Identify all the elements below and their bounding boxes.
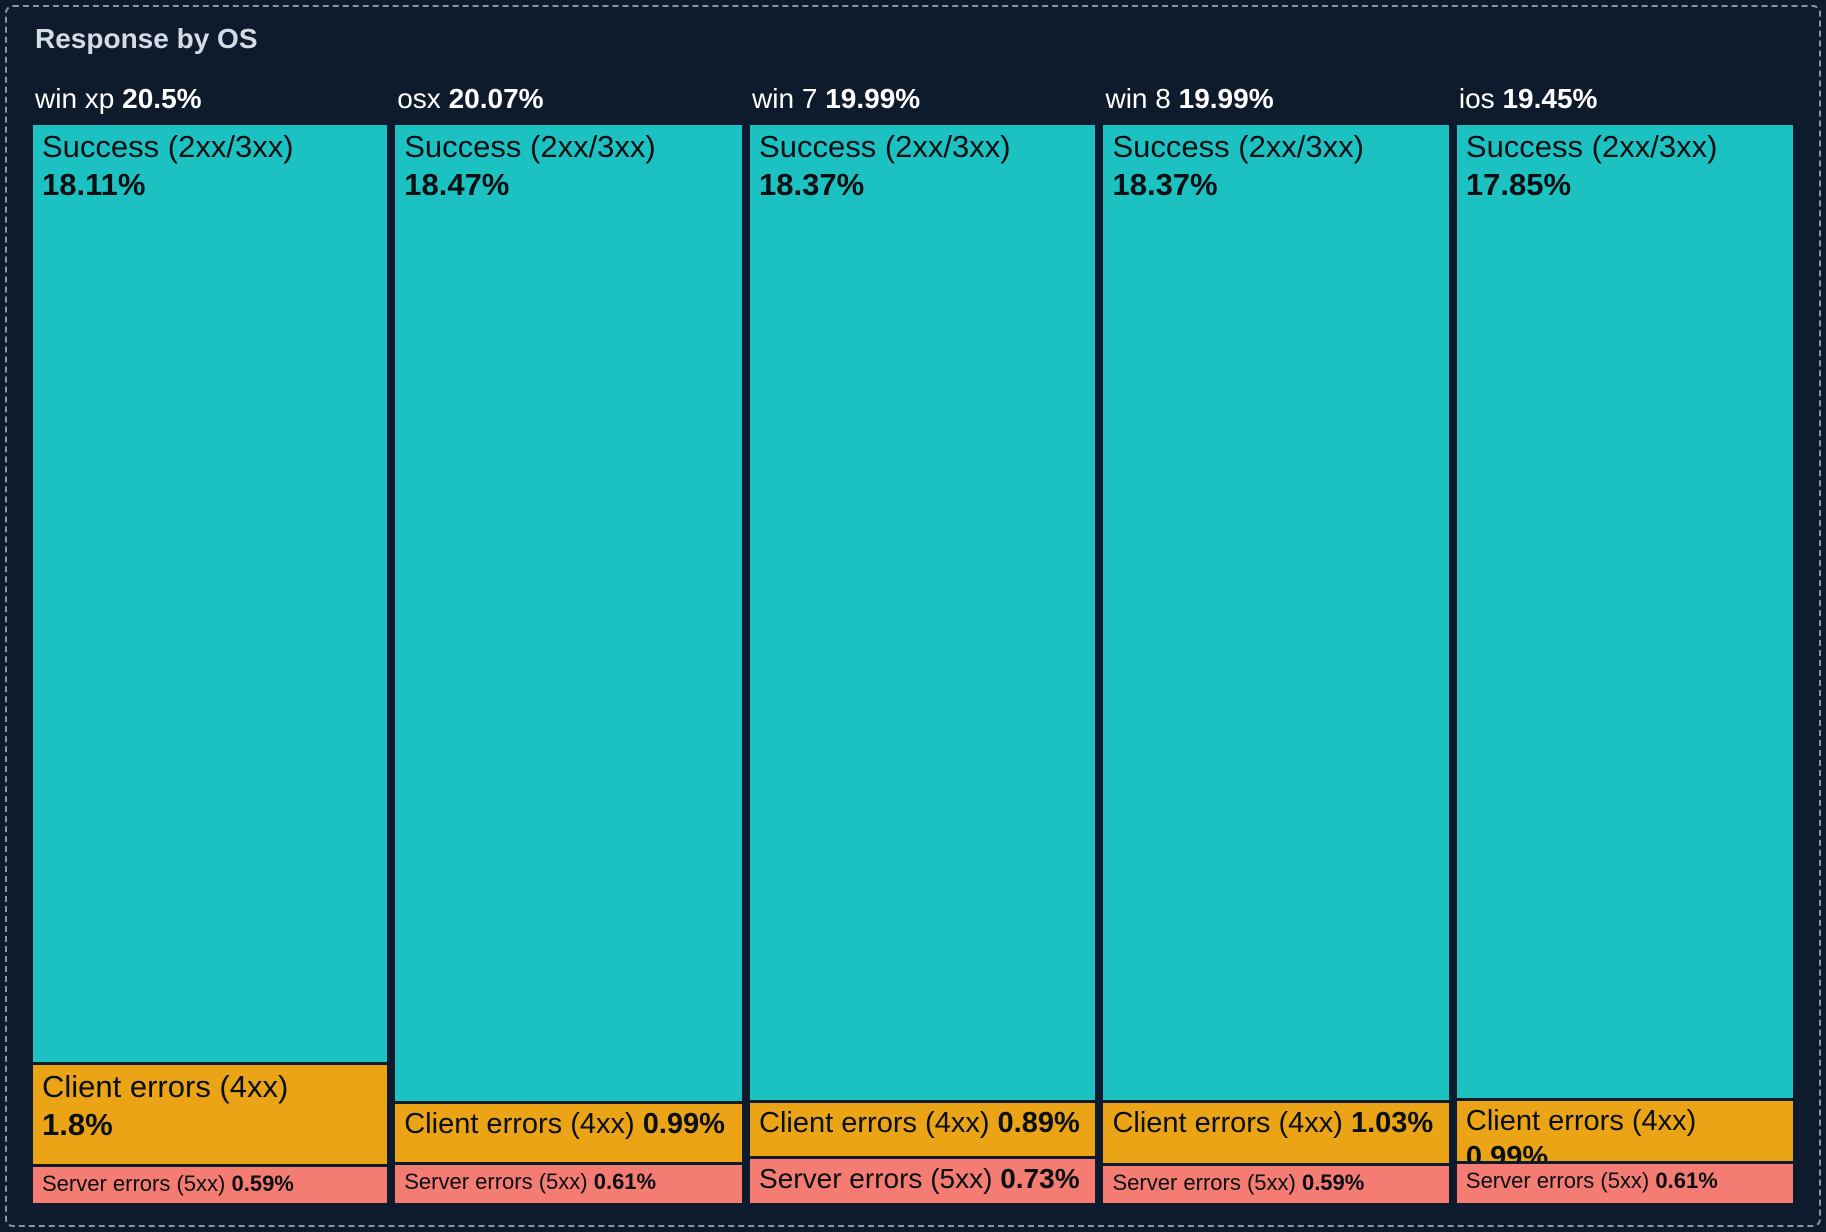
segment-client[interactable]: Client errors (4xx) 0.99% [1456, 1101, 1793, 1161]
column-os-label: win 7 [752, 83, 818, 114]
column-header[interactable]: ios 19.45% [1457, 79, 1793, 125]
column-segments: Success (2xx/3xx) 18.37% Client errors (4… [1103, 125, 1449, 1203]
segment-client[interactable]: Client errors (4xx) 1.03% [1103, 1102, 1449, 1163]
column-header[interactable]: win 8 19.99% [1103, 79, 1448, 125]
column-total-value: 19.99% [1178, 83, 1274, 114]
column-os-label: win 8 [1105, 83, 1171, 114]
segment-server[interactable]: Server errors (5xx) 0.59% [33, 1166, 388, 1203]
segment-value: 0.99% [1465, 1140, 1549, 1161]
column-segments: Success (2xx/3xx) 18.37% Client errors (4… [750, 125, 1096, 1203]
column-segments: Success (2xx/3xx) 18.11% Client errors (4… [33, 125, 388, 1203]
response-by-os-panel: Response by OS win xp 20.5% Success (2xx/… [5, 5, 1821, 1227]
column-os-label: ios [1458, 83, 1495, 114]
segment-label: Server errors (5xx) [759, 1162, 993, 1194]
segment-label: Client errors (4xx) [1112, 1106, 1343, 1139]
segment-label: Server errors (5xx) [1112, 1169, 1296, 1195]
segment-server[interactable]: Server errors (5xx) 0.59% [1103, 1165, 1449, 1203]
column-total-value: 19.99% [825, 83, 921, 114]
segment-value: 18.37% [1112, 166, 1218, 202]
segment-label: Success (2xx/3xx) [759, 129, 1011, 164]
treemap-column-ios: ios 19.45% Success (2xx/3xx) 17.85% Client… [1456, 79, 1793, 1203]
segment-server[interactable]: Server errors (5xx) 0.73% [750, 1158, 1096, 1203]
segment-label: Client errors (4xx) [404, 1107, 635, 1140]
column-header[interactable]: osx 20.07% [395, 79, 742, 125]
segment-client[interactable]: Client errors (4xx) 0.89% [750, 1102, 1096, 1156]
column-segments: Success (2xx/3xx) 17.85% Client errors (4… [1456, 125, 1793, 1203]
segment-value: 0.59% [231, 1170, 294, 1196]
segment-server[interactable]: Server errors (5xx) 0.61% [395, 1164, 743, 1203]
segment-server[interactable]: Server errors (5xx) 0.61% [1456, 1163, 1793, 1203]
column-segments: Success (2xx/3xx) 18.47% Client errors (4… [395, 125, 743, 1203]
segment-label: Server errors (5xx) [1465, 1167, 1650, 1193]
column-header[interactable]: win xp 20.5% [33, 79, 387, 125]
column-os-label: osx [397, 83, 441, 114]
column-header[interactable]: win 7 19.99% [750, 79, 1095, 125]
segment-success[interactable]: Success (2xx/3xx) 18.47% [395, 125, 743, 1101]
treemap-column-win-8: win 8 19.99% Success (2xx/3xx) 18.37% Clie… [1103, 79, 1449, 1203]
segment-success[interactable]: Success (2xx/3xx) 18.11% [33, 125, 388, 1063]
segment-client[interactable]: Client errors (4xx) 1.8% [33, 1065, 388, 1164]
treemap-chart: win xp 20.5% Success (2xx/3xx) 18.11% Clie… [33, 79, 1793, 1203]
segment-value: 0.99% [642, 1107, 725, 1140]
segment-value: 18.37% [759, 166, 865, 202]
segment-value: 17.85% [1465, 166, 1572, 202]
segment-success[interactable]: Success (2xx/3xx) 17.85% [1456, 125, 1793, 1099]
segment-value: 1.8% [42, 1106, 113, 1142]
column-os-label: win xp [35, 83, 115, 114]
segment-value: 0.61% [1655, 1167, 1718, 1193]
segment-label: Success (2xx/3xx) [42, 129, 294, 164]
panel-title: Response by OS [35, 23, 258, 54]
segment-value: 0.89% [997, 1106, 1080, 1139]
segment-value: 0.59% [1301, 1169, 1365, 1195]
segment-success[interactable]: Success (2xx/3xx) 18.37% [750, 125, 1096, 1100]
segment-value: 18.11% [42, 166, 146, 202]
treemap-column-win-7: win 7 19.99% Success (2xx/3xx) 18.37% Clie… [750, 79, 1096, 1203]
segment-label: Server errors (5xx) [42, 1170, 226, 1196]
segment-label: Success (2xx/3xx) [1465, 129, 1718, 164]
column-total-value: 19.45% [1502, 83, 1598, 114]
segment-label: Client errors (4xx) [759, 1106, 990, 1139]
segment-label: Success (2xx/3xx) [404, 129, 656, 164]
segment-label: Client errors (4xx) [1465, 1105, 1697, 1138]
segment-value: 18.47% [404, 166, 510, 202]
column-total-value: 20.5% [122, 83, 202, 114]
column-total-value: 20.07% [448, 83, 544, 114]
segment-value: 0.73% [1000, 1162, 1080, 1194]
segment-client[interactable]: Client errors (4xx) 0.99% [395, 1103, 743, 1162]
segment-value: 0.61% [593, 1168, 657, 1194]
treemap-column-osx: osx 20.07% Success (2xx/3xx) 18.47% Client… [395, 79, 743, 1203]
segment-success[interactable]: Success (2xx/3xx) 18.37% [1103, 125, 1449, 1100]
treemap-column-win-xp: win xp 20.5% Success (2xx/3xx) 18.11% Clie… [33, 79, 388, 1203]
segment-label: Client errors (4xx) [42, 1069, 289, 1105]
segment-value: 1.03% [1350, 1106, 1434, 1139]
segment-label: Success (2xx/3xx) [1112, 129, 1364, 164]
segment-label: Server errors (5xx) [404, 1168, 588, 1194]
